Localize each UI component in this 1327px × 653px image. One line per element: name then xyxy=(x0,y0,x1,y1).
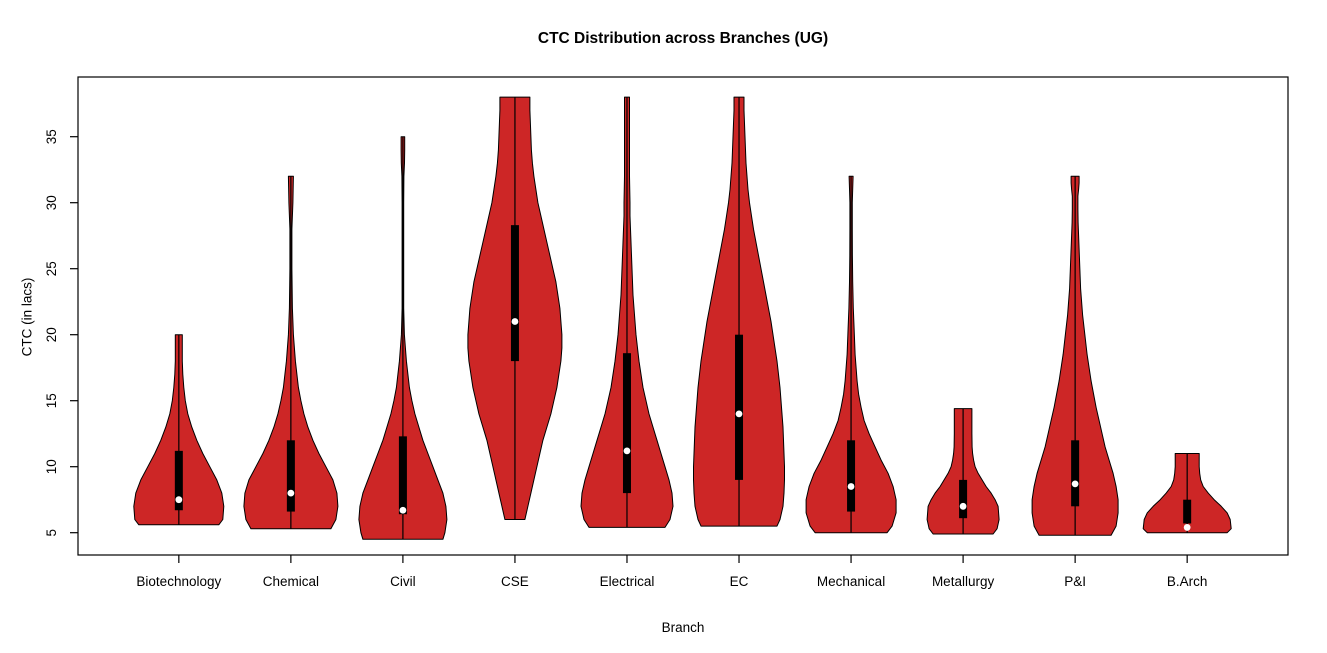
violin-median-dot-metallurgy xyxy=(959,502,967,510)
violin-median-dot-ec xyxy=(735,410,743,418)
y-tick-label: 5 xyxy=(44,529,59,537)
violin-median-dot-chemical xyxy=(287,489,295,497)
x-tick-label-b-arch: B.Arch xyxy=(1167,574,1208,589)
violin-median-dot-mechanical xyxy=(847,483,855,490)
violin-median-dot-p-i xyxy=(1071,480,1079,488)
violin-median-dot-b-arch xyxy=(1183,524,1191,531)
violin-box-metallurgy xyxy=(959,479,968,519)
violin-box-ec xyxy=(735,334,744,480)
violin-median-dot-electrical xyxy=(623,447,631,455)
x-tick-label-ec: EC xyxy=(730,574,749,589)
y-tick-label: 10 xyxy=(44,459,59,474)
x-tick-label-electrical: Electrical xyxy=(600,574,655,589)
x-axis-title: Branch xyxy=(661,620,705,635)
violin-box-mechanical xyxy=(847,440,856,512)
violin-median-dot-civil xyxy=(399,506,407,514)
chart-title: CTC Distribution across Branches (UG) xyxy=(537,30,829,47)
x-tick-label-cse: CSE xyxy=(501,574,529,589)
violin-median-dot-biotechnology xyxy=(175,496,183,504)
violin-box-chemical xyxy=(286,440,295,512)
y-tick-label: 35 xyxy=(44,129,59,144)
y-tick-label: 30 xyxy=(44,195,59,210)
x-tick-label-civil: Civil xyxy=(390,574,416,589)
violin-box-civil xyxy=(398,436,407,515)
violin-median-dot-cse xyxy=(511,318,519,325)
plot-border xyxy=(77,76,1289,556)
y-tick-label: 20 xyxy=(44,327,59,342)
x-tick-label-biotechnology: Biotechnology xyxy=(136,574,221,589)
violin-box-electrical xyxy=(622,353,631,494)
x-tick-label-metallurgy: Metallurgy xyxy=(932,574,995,589)
violin-box-p-i xyxy=(1071,440,1080,507)
x-tick-label-mechanical: Mechanical xyxy=(817,574,885,589)
y-tick-label: 25 xyxy=(44,261,59,276)
violin-box-cse xyxy=(510,225,519,362)
y-tick-label: 15 xyxy=(44,393,59,408)
x-tick-label-p-i: P&I xyxy=(1064,574,1086,589)
violin-box-b-arch xyxy=(1183,499,1192,524)
violin-box-biotechnology xyxy=(174,450,183,511)
x-tick-label-chemical: Chemical xyxy=(263,574,319,589)
